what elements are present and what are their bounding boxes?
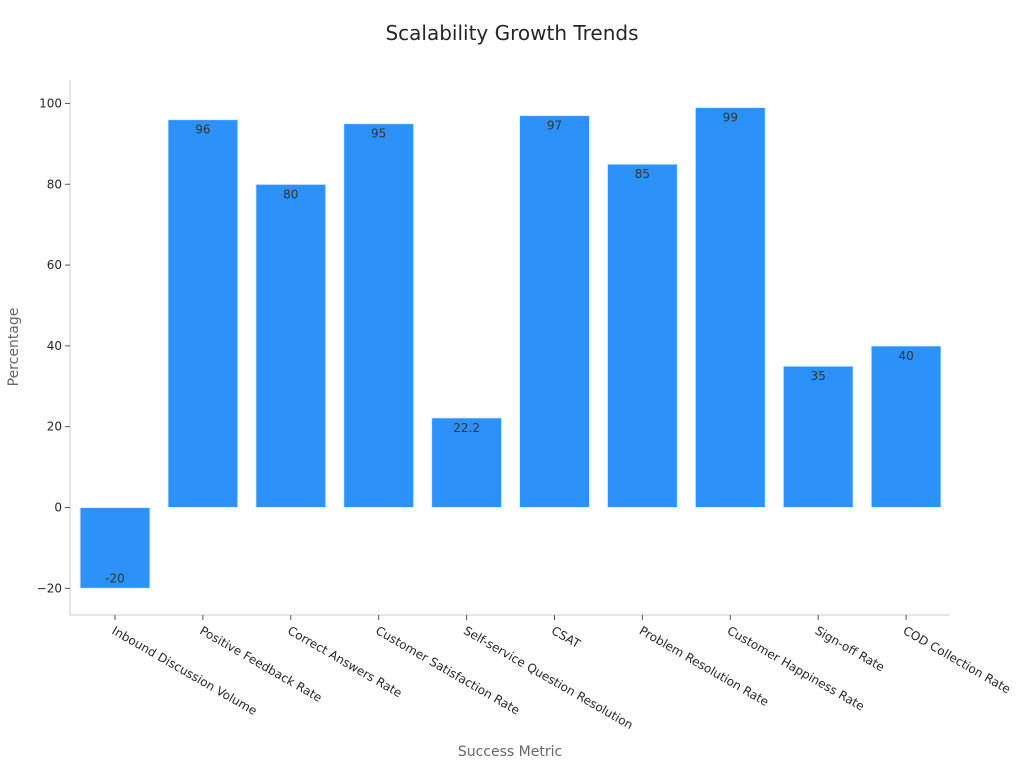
bar-value-label: 35: [811, 369, 826, 383]
bar-value-label: 85: [635, 167, 650, 181]
y-axis-title: Percentage: [6, 308, 22, 387]
bar: [79, 507, 151, 589]
y-tick-label: 20: [47, 420, 62, 434]
x-tick-label: Self-service Question Resolution: [461, 623, 635, 732]
bar-value-label: 22.2: [453, 421, 480, 435]
bar: [782, 365, 854, 509]
chart-title: Scalability Growth Trends: [385, 21, 638, 45]
y-tick-label: 100: [39, 96, 62, 110]
bar-value-label: 95: [371, 127, 386, 141]
value-labels-group: -20 96 80 95 22.2 97 85 99 35 40: [105, 110, 914, 585]
x-tick-label: Inbound Discussion Volume: [110, 623, 260, 718]
bars-group: [79, 106, 942, 589]
bar-value-label: 40: [898, 349, 913, 363]
y-tick-label: 40: [47, 339, 62, 353]
bar: [870, 345, 942, 509]
bar-value-label: 96: [195, 123, 210, 137]
bar: [694, 106, 766, 509]
bar: [431, 417, 503, 509]
x-tick-label: Sign-off Rate: [813, 623, 887, 674]
bar: [167, 119, 239, 509]
y-tick-label: −20: [37, 581, 62, 595]
bar: [519, 115, 590, 509]
bar-value-label: -20: [105, 571, 125, 585]
bar-value-label: 99: [723, 110, 738, 124]
x-tick-label: CSAT: [549, 623, 583, 651]
y-tick-label: 60: [47, 258, 62, 272]
bar: [343, 123, 415, 509]
bar-value-label: 97: [547, 119, 562, 133]
bar: [606, 163, 678, 509]
bar-value-label: 80: [283, 187, 298, 201]
x-tick-label: COD Collection Rate: [901, 623, 1013, 696]
x-tick-label: Customer Satisfaction Rate: [373, 623, 522, 717]
x-tick-label: Customer Happiness Rate: [725, 623, 867, 713]
y-tick-label: 80: [47, 177, 62, 191]
y-tick-label: 0: [54, 501, 62, 515]
bar: [255, 183, 327, 509]
x-axis-title: Success Metric: [458, 744, 562, 760]
